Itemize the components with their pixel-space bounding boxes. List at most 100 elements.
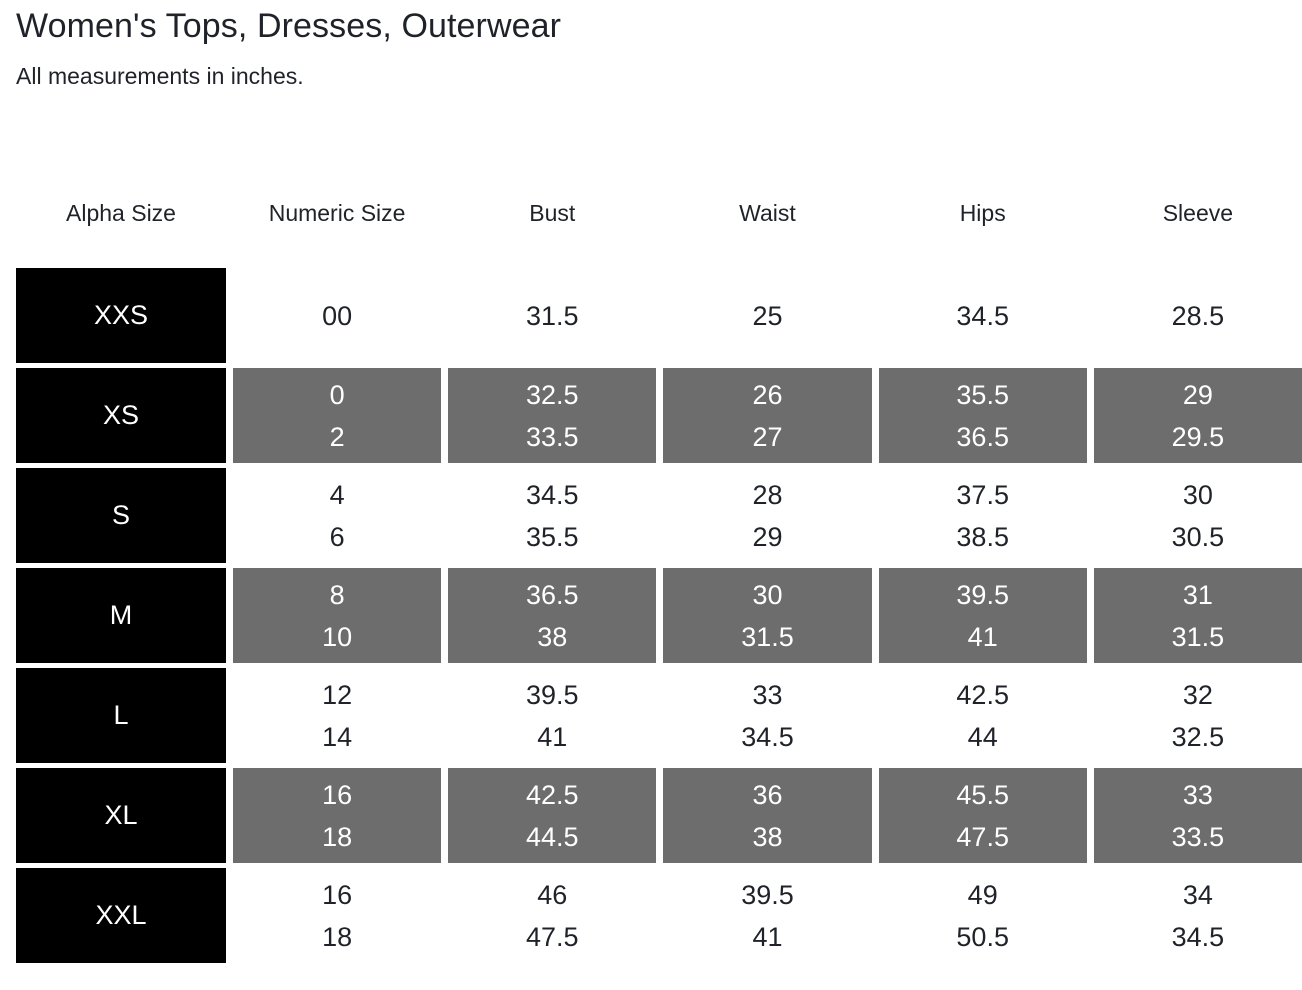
table-row-xxs: XXS 00 31.5 25 34.5 28.5 — [16, 268, 1302, 363]
table-row-xxl: XXL 16 18 46 47.5 39.5 41 49 50.5 34 34.… — [16, 868, 1302, 963]
value-line: 30.5 — [1171, 521, 1225, 552]
value-line: 30 — [1182, 479, 1213, 510]
alpha-size-cell: XL — [16, 768, 226, 863]
numeric-size-cell: 00 — [233, 268, 441, 363]
sleeve-cell: 30 30.5 — [1094, 468, 1302, 563]
table-row-m: M 8 10 36.5 38 30 31.5 39.5 41 31 31.5 — [16, 568, 1302, 663]
value-line: 16 — [322, 779, 353, 810]
numeric-size-cell: 16 18 — [233, 768, 442, 863]
value-line: 36.5 — [526, 579, 579, 610]
value-line: 00 — [322, 300, 353, 331]
numeric-size-cell: 16 18 — [233, 868, 441, 963]
sleeve-cell: 34 34.5 — [1094, 868, 1302, 963]
value-line: 36.5 — [956, 421, 1009, 452]
value-line: 38.5 — [956, 521, 1009, 552]
column-header-hips: Hips — [959, 200, 1006, 226]
value-line: 14 — [322, 721, 353, 752]
value-line: 4 — [329, 479, 345, 510]
hips-cell: 39.5 41 — [878, 568, 1087, 663]
waist-cell: 36 38 — [663, 768, 872, 863]
value-line: 34.5 — [526, 479, 579, 510]
numeric-size-cell: 4 6 — [233, 468, 441, 563]
value-line: 6 — [329, 521, 345, 552]
bust-cell: 42.5 44.5 — [448, 768, 657, 863]
value-line: 50.5 — [956, 921, 1009, 952]
value-line: 16 — [322, 879, 353, 910]
numeric-size-cell: 12 14 — [233, 668, 441, 763]
alpha-size-cell: L — [16, 668, 226, 763]
value-line: 31.5 — [741, 621, 794, 652]
hips-cell: 34.5 — [879, 268, 1087, 363]
column-header-bust: Bust — [529, 200, 576, 226]
alpha-size-cell: XXS — [16, 268, 226, 363]
value-line: 8 — [329, 579, 345, 610]
value-line: 25 — [752, 300, 783, 331]
value-line: 47.5 — [526, 921, 579, 952]
value-line: 12 — [322, 679, 353, 710]
value-line: 28.5 — [1171, 300, 1225, 331]
size-table: Alpha Size Numeric Size Bust Waist Hips … — [16, 90, 1302, 968]
value-line: 44.5 — [526, 821, 579, 852]
value-line: 35.5 — [526, 521, 579, 552]
value-line: 46 — [537, 879, 568, 910]
value-line: 2 — [329, 421, 345, 452]
value-line: 39.5 — [526, 679, 579, 710]
waist-cell: 39.5 41 — [663, 868, 871, 963]
value-line: 41 — [537, 721, 568, 752]
value-line: 29 — [1182, 379, 1213, 410]
value-line: 35.5 — [956, 379, 1009, 410]
waist-cell: 33 34.5 — [663, 668, 871, 763]
bust-cell: 32.5 33.5 — [448, 368, 657, 463]
value-line: 27 — [752, 421, 783, 452]
waist-cell: 25 — [663, 268, 871, 363]
value-line: 39.5 — [956, 579, 1009, 610]
bust-cell: 36.5 38 — [448, 568, 657, 663]
value-line: 41 — [752, 921, 783, 952]
sleeve-cell: 33 33.5 — [1093, 768, 1302, 863]
value-line: 0 — [329, 379, 345, 410]
value-line: 34.5 — [956, 300, 1009, 331]
value-line: 34 — [1182, 879, 1213, 910]
column-header-numeric-size: Numeric Size — [268, 200, 406, 226]
value-line: 33 — [752, 679, 783, 710]
value-line: 36 — [752, 779, 783, 810]
value-line: 10 — [322, 621, 353, 652]
sleeve-cell: 31 31.5 — [1093, 568, 1302, 663]
column-header-sleeve: Sleeve — [1162, 200, 1234, 226]
value-line: 41 — [967, 621, 998, 652]
value-line: 29 — [752, 521, 783, 552]
numeric-size-cell: 0 2 — [233, 368, 442, 463]
bust-cell: 39.5 41 — [448, 668, 656, 763]
value-line: 39.5 — [741, 879, 794, 910]
value-line: 47.5 — [956, 821, 1009, 852]
value-line: 45.5 — [956, 779, 1009, 810]
sleeve-cell: 32 32.5 — [1094, 668, 1302, 763]
value-line: 29.5 — [1171, 421, 1225, 452]
column-header-waist: Waist — [739, 200, 796, 226]
hips-cell: 37.5 38.5 — [879, 468, 1087, 563]
sleeve-cell: 29 29.5 — [1093, 368, 1302, 463]
numeric-size-cell: 8 10 — [233, 568, 442, 663]
value-line: 33 — [1182, 779, 1213, 810]
value-line: 49 — [967, 879, 998, 910]
bust-cell: 31.5 — [448, 268, 656, 363]
value-line: 18 — [322, 821, 353, 852]
value-line: 42.5 — [526, 779, 579, 810]
hips-cell: 45.5 47.5 — [878, 768, 1087, 863]
value-line: 32.5 — [1171, 721, 1225, 752]
value-line: 32.5 — [526, 379, 579, 410]
bust-cell: 34.5 35.5 — [448, 468, 656, 563]
value-line: 28 — [752, 479, 783, 510]
value-line: 30 — [752, 579, 783, 610]
value-line: 31.5 — [1171, 621, 1225, 652]
table-header-row: Alpha Size Numeric Size Bust Waist Hips … — [16, 198, 1302, 228]
value-line: 37.5 — [956, 479, 1009, 510]
waist-cell: 26 27 — [663, 368, 872, 463]
value-line: 26 — [752, 379, 783, 410]
bust-cell: 46 47.5 — [448, 868, 656, 963]
table-row-l: L 12 14 39.5 41 33 34.5 42.5 44 32 32.5 — [16, 668, 1302, 763]
value-line: 33.5 — [526, 421, 579, 452]
waist-cell: 28 29 — [663, 468, 871, 563]
hips-cell: 42.5 44 — [879, 668, 1087, 763]
